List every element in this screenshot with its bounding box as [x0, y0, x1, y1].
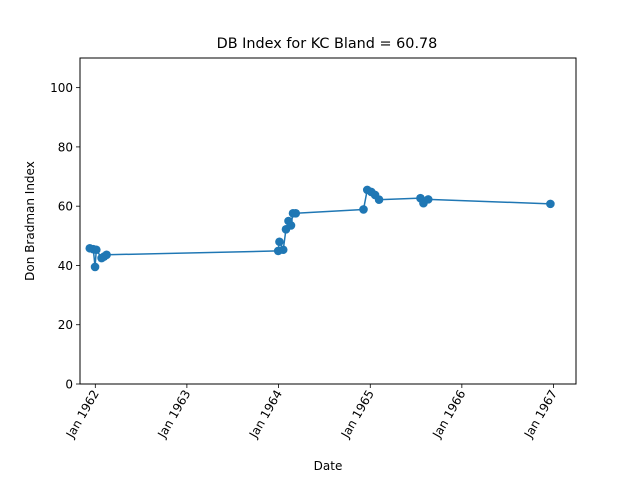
- y-tick-label: 40: [58, 259, 73, 273]
- y-tick-label: 20: [58, 318, 73, 332]
- data-point: [359, 205, 368, 214]
- y-axis: 0 20 40 60 80 100: [50, 81, 80, 392]
- data-point: [286, 221, 296, 230]
- data-point: [102, 250, 111, 260]
- x-axis-label: Date: [314, 459, 343, 473]
- data-point: [423, 195, 433, 204]
- plot-frame: [79, 57, 577, 385]
- data-point: [278, 245, 288, 255]
- series-line: [89, 189, 551, 268]
- x-axis: Jan 1962 Jan 1963 Jan 1964 Jan 1965 Jan 1966…: [63, 384, 560, 441]
- plot-area: [85, 185, 555, 272]
- data-point: [374, 195, 384, 204]
- y-tick-label: 80: [58, 140, 73, 154]
- data-point: [275, 237, 284, 247]
- x-tick-label: Jan 1967: [521, 388, 560, 442]
- y-tick-label: 60: [58, 200, 73, 214]
- x-tick-label: Jan 1965: [338, 388, 377, 442]
- x-tick-label: Jan 1962: [63, 388, 102, 442]
- x-tick-label: Jan 1963: [154, 388, 193, 442]
- y-axis-label: Don Bradman Index: [23, 161, 37, 281]
- data-point: [546, 199, 555, 209]
- chart-title: DB Index for KC Bland = 60.78: [217, 36, 438, 52]
- data-point: [90, 262, 100, 272]
- data-point: [291, 208, 301, 218]
- x-tick-label: Jan 1966: [429, 388, 468, 442]
- y-tick-label: 100: [50, 81, 73, 95]
- y-tick-label: 0: [65, 378, 73, 392]
- x-tick-label: Jan 1964: [246, 388, 285, 442]
- data-point: [92, 245, 101, 255]
